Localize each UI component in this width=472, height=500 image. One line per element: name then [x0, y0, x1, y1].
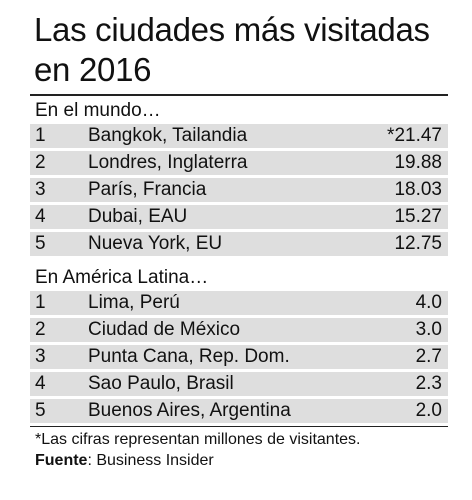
city-name: Londres, Inglaterra [88, 151, 248, 173]
rank-number: 5 [35, 399, 46, 421]
world-row-5: 5 Nueva York, EU 12.75 [30, 231, 448, 256]
city-name: Sao Paulo, Brasil [88, 372, 234, 394]
city-name: Dubai, EAU [88, 205, 188, 227]
latam-row-1: 1 Lima, Perú 4.0 [30, 290, 448, 315]
source-label: Fuente [35, 451, 88, 469]
title-line-2: en 2016 [34, 51, 152, 88]
world-ranking-list: 1 Bangkok, Tailandia *21.47 2 Londres, I… [30, 123, 448, 256]
city-name: Ciudad de México [88, 318, 241, 340]
source-line: Fuente: Business Insider [30, 449, 448, 470]
rank-number: 3 [35, 345, 46, 367]
latam-row-5: 5 Buenos Aires, Argentina 2.0 [30, 398, 448, 423]
visitor-value: *21.47 [387, 124, 442, 146]
rank-number: 5 [35, 232, 46, 254]
city-name: Nueva York, EU [88, 232, 223, 254]
visitor-value: 12.75 [394, 232, 442, 254]
visitor-value: 15.27 [394, 205, 442, 227]
visitor-value: 2.7 [415, 345, 442, 367]
visitor-value: 2.3 [415, 372, 442, 394]
latam-row-3: 3 Punta Cana, Rep. Dom. 2.7 [30, 344, 448, 369]
rank-number: 2 [35, 318, 46, 340]
city-name: Buenos Aires, Argentina [88, 399, 291, 421]
rank-number: 1 [35, 291, 46, 313]
rank-number: 4 [35, 205, 46, 227]
infographic-title: Las ciudades más visitadas en 2016 [30, 10, 448, 90]
world-row-4: 4 Dubai, EAU 15.27 [30, 204, 448, 229]
city-name: Lima, Perú [88, 291, 180, 313]
visitor-value: 19.88 [394, 151, 442, 173]
visitor-value: 18.03 [394, 178, 442, 200]
title-divider [30, 94, 448, 96]
latam-section-heading: En América Latina… [35, 266, 209, 288]
world-row-1: 1 Bangkok, Tailandia *21.47 [30, 123, 448, 148]
source-value: : Business Insider [87, 451, 214, 469]
rank-number: 3 [35, 178, 46, 200]
infographic-card: Las ciudades más visitadas en 2016 En el… [30, 10, 448, 470]
city-name: Bangkok, Tailandia [88, 124, 248, 146]
latam-ranking-list: 1 Lima, Perú 4.0 2 Ciudad de México 3.0 … [30, 290, 448, 423]
city-name: París, Francia [88, 178, 207, 200]
title-line-1: Las ciudades más visitadas [34, 11, 430, 48]
visitor-value: 2.0 [415, 399, 442, 421]
visitor-value: 3.0 [415, 318, 442, 340]
rank-number: 1 [35, 124, 46, 146]
world-section-heading: En el mundo… [35, 99, 161, 121]
rank-number: 4 [35, 372, 46, 394]
latam-row-4: 4 Sao Paulo, Brasil 2.3 [30, 371, 448, 396]
latam-row-2: 2 Ciudad de México 3.0 [30, 317, 448, 342]
world-row-3: 3 París, Francia 18.03 [30, 177, 448, 202]
footnote: *Las cifras representan millones de visi… [30, 425, 448, 449]
rank-number: 2 [35, 151, 46, 173]
city-name: Punta Cana, Rep. Dom. [88, 345, 290, 367]
visitor-value: 4.0 [415, 291, 442, 313]
world-row-2: 2 Londres, Inglaterra 19.88 [30, 150, 448, 175]
